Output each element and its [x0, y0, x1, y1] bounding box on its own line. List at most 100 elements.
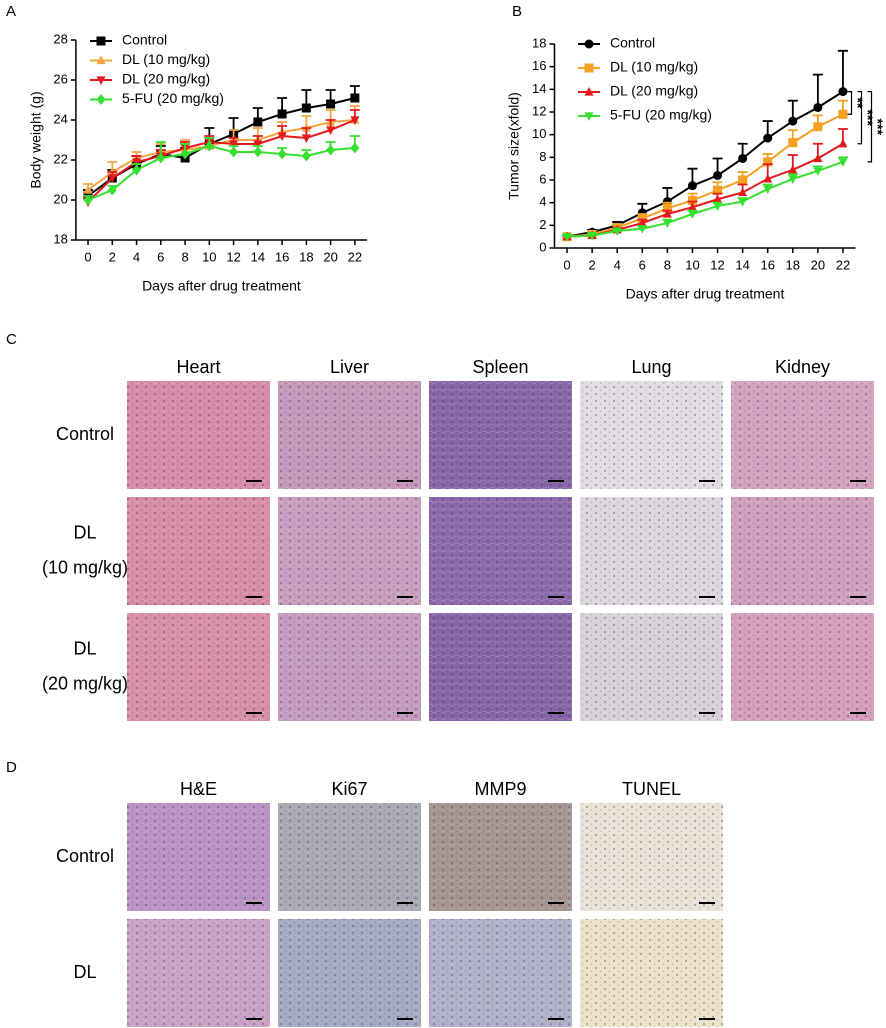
micrograph-texture: [278, 803, 421, 911]
x-tick-label: 20: [811, 257, 825, 272]
marker: [132, 164, 142, 176]
micrograph-texture: [429, 919, 572, 1027]
marker: [637, 225, 647, 234]
marker: [180, 148, 190, 160]
y-tick-label: 4: [539, 194, 546, 209]
marker: [253, 140, 263, 149]
x-tick-label: 4: [614, 257, 621, 272]
legend-label: DL (20 mg/kg): [610, 83, 698, 99]
significance-bracket: [847, 91, 853, 115]
marker: [738, 153, 748, 163]
significance-bracket: [867, 91, 873, 163]
x-tick-label: 2: [589, 257, 596, 272]
y-tick-label: 26: [53, 71, 67, 86]
micrograph-texture: [127, 803, 270, 911]
y-tick-label: 22: [53, 151, 67, 166]
x-tick-label: 18: [299, 249, 313, 264]
legend-marker: [584, 39, 594, 49]
x-tick-label: 20: [323, 249, 337, 264]
marker: [562, 233, 572, 242]
y-tick-label: 24: [53, 111, 67, 126]
x-tick-label: 14: [251, 249, 265, 264]
x-axis-label: Days after drug treatment: [626, 286, 785, 302]
x-tick-label: 6: [639, 257, 646, 272]
error-bar: [837, 49, 848, 92]
legend-label: DL (10 mg/kg): [122, 51, 210, 67]
column-header: MMP9: [474, 779, 526, 799]
micrograph-texture: [278, 381, 421, 489]
significance-label: **: [850, 97, 866, 108]
column-header: Ki67: [331, 779, 367, 799]
error-bar: [812, 73, 823, 108]
row-label: DL: [73, 962, 96, 982]
micrograph-texture: [127, 381, 270, 489]
x-tick-label: 2: [109, 249, 116, 264]
column-header: H&E: [180, 779, 217, 799]
y-tick-label: 6: [539, 171, 546, 186]
micrograph-texture: [580, 381, 723, 489]
row-label: Control: [56, 424, 114, 444]
y-tick-label: 28: [53, 31, 67, 46]
marker: [301, 103, 311, 113]
series-line: [566, 160, 844, 238]
legend-marker: [584, 87, 594, 96]
micrograph-texture: [580, 803, 723, 911]
marker: [662, 209, 672, 218]
marker: [763, 157, 773, 167]
marker: [326, 126, 336, 135]
legend-label: Control: [122, 32, 167, 48]
x-tick-label: 4: [133, 249, 140, 264]
panel-letter: B: [512, 3, 522, 20]
y-tick-label: 10: [532, 126, 546, 141]
marker: [788, 164, 798, 174]
marker: [253, 146, 263, 158]
legend-label: DL (20 mg/kg): [122, 71, 210, 87]
marker: [277, 132, 287, 141]
x-tick-label: 22: [348, 249, 362, 264]
micrograph-texture: [127, 919, 270, 1027]
legend-marker: [96, 94, 106, 105]
micrograph-texture: [731, 381, 874, 489]
y-tick-label: 20: [53, 191, 67, 206]
row-label: DL: [73, 522, 96, 542]
x-tick-label: 10: [685, 257, 699, 272]
marker: [788, 175, 798, 184]
marker: [813, 167, 823, 176]
micrograph-texture: [127, 613, 270, 721]
series-line: [87, 144, 355, 201]
significance-label: ***: [870, 119, 886, 136]
marker: [326, 99, 336, 109]
x-tick-label: 18: [786, 257, 800, 272]
row-label: DL: [73, 638, 96, 658]
x-axis-label: Days after drug treatment: [142, 278, 301, 294]
marker: [738, 197, 748, 207]
column-header: Spleen: [472, 357, 528, 377]
x-tick-label: 12: [710, 257, 724, 272]
micrograph-texture: [580, 919, 723, 1027]
marker: [662, 219, 672, 229]
marker: [713, 202, 723, 212]
marker: [838, 138, 848, 148]
marker: [156, 152, 166, 164]
micrograph-texture: [429, 381, 572, 489]
marker: [838, 158, 848, 167]
micrograph-texture: [580, 497, 723, 605]
marker: [83, 185, 93, 194]
marker: [277, 109, 287, 119]
row-label: (20 mg/kg): [42, 673, 128, 693]
micrograph-texture: [731, 613, 874, 721]
y-tick-label: 16: [532, 58, 546, 73]
y-tick-label: 2: [539, 217, 546, 232]
micrograph-texture: [278, 919, 421, 1027]
marker: [687, 195, 697, 205]
marker: [713, 194, 723, 203]
legend-marker: [96, 36, 106, 46]
marker: [350, 116, 360, 125]
marker: [253, 117, 263, 127]
x-tick-label: 0: [563, 257, 570, 272]
y-tick-label: 0: [539, 239, 546, 254]
legend-marker: [96, 55, 106, 65]
micrograph-texture: [127, 497, 270, 605]
series-line: [87, 119, 356, 203]
